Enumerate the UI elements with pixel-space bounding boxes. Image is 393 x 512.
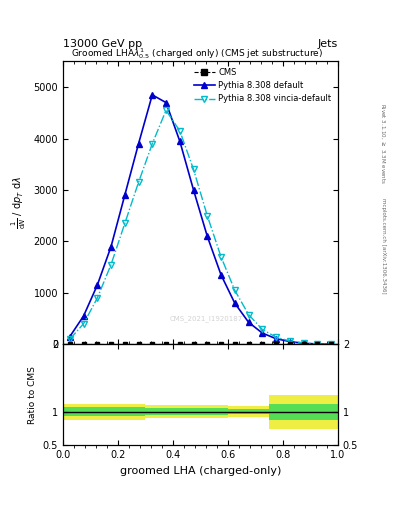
- Pythia 8.308 default: [150, 92, 155, 98]
- Pythia 8.308 vincia-default: [205, 212, 210, 219]
- Pythia 8.308 vincia-default: [136, 179, 141, 185]
- Pythia 8.308 default: [136, 141, 141, 147]
- Text: 13000 GeV pp: 13000 GeV pp: [63, 38, 142, 49]
- Pythia 8.308 vincia-default: [301, 340, 306, 346]
- CMS: [301, 342, 306, 348]
- Text: mcplots.cern.ch [arXiv:1306.3436]: mcplots.cern.ch [arXiv:1306.3436]: [381, 198, 386, 293]
- CMS: [219, 342, 223, 348]
- Pythia 8.308 vincia-default: [150, 141, 155, 147]
- Line: CMS: CMS: [68, 343, 333, 347]
- Legend: CMS, Pythia 8.308 default, Pythia 8.308 vincia-default: CMS, Pythia 8.308 default, Pythia 8.308 …: [191, 66, 334, 106]
- CMS: [95, 342, 100, 348]
- Pythia 8.308 vincia-default: [288, 338, 292, 344]
- Pythia 8.308 vincia-default: [81, 321, 86, 327]
- CMS: [136, 342, 141, 348]
- Pythia 8.308 default: [315, 341, 320, 347]
- CMS: [246, 342, 251, 348]
- Pythia 8.308 default: [205, 233, 210, 240]
- Line: Pythia 8.308 vincia-default: Pythia 8.308 vincia-default: [67, 108, 334, 347]
- CMS: [315, 342, 320, 348]
- Pythia 8.308 default: [288, 338, 292, 345]
- Pythia 8.308 vincia-default: [274, 334, 279, 340]
- Text: Rivet 3.1.10, $\geq$ 3.3M events: Rivet 3.1.10, $\geq$ 3.3M events: [379, 103, 387, 184]
- Pythia 8.308 default: [178, 138, 182, 144]
- CMS: [164, 342, 169, 348]
- Pythia 8.308 vincia-default: [315, 341, 320, 347]
- Y-axis label: $\frac{1}{\mathrm{d}N}$ / $\mathrm{d}p_T$ $\mathrm{d}\lambda$: $\frac{1}{\mathrm{d}N}$ / $\mathrm{d}p_T…: [9, 177, 28, 229]
- Pythia 8.308 vincia-default: [233, 287, 237, 293]
- X-axis label: groomed LHA (charged-only): groomed LHA (charged-only): [120, 466, 281, 476]
- CMS: [260, 342, 265, 348]
- Pythia 8.308 default: [301, 340, 306, 346]
- Pythia 8.308 default: [123, 192, 127, 198]
- CMS: [205, 342, 210, 348]
- Pythia 8.308 default: [164, 99, 169, 105]
- CMS: [68, 342, 72, 348]
- CMS: [123, 342, 127, 348]
- Pythia 8.308 default: [95, 282, 100, 288]
- Pythia 8.308 vincia-default: [108, 262, 114, 268]
- Pythia 8.308 default: [81, 313, 86, 319]
- Pythia 8.308 vincia-default: [246, 311, 251, 317]
- CMS: [108, 342, 114, 348]
- Text: CMS_2021_I1920187: CMS_2021_I1920187: [169, 315, 242, 322]
- Pythia 8.308 default: [260, 330, 265, 336]
- Pythia 8.308 vincia-default: [191, 166, 196, 173]
- CMS: [81, 342, 86, 348]
- Pythia 8.308 vincia-default: [329, 341, 334, 347]
- Pythia 8.308 default: [246, 319, 251, 325]
- Pythia 8.308 default: [274, 336, 279, 342]
- Pythia 8.308 default: [191, 187, 196, 193]
- Pythia 8.308 vincia-default: [95, 295, 100, 301]
- Pythia 8.308 vincia-default: [178, 128, 182, 134]
- Pythia 8.308 default: [219, 272, 223, 278]
- Pythia 8.308 vincia-default: [164, 107, 169, 113]
- Pythia 8.308 vincia-default: [68, 336, 72, 343]
- CMS: [178, 342, 182, 348]
- Pythia 8.308 default: [329, 341, 334, 347]
- Y-axis label: Ratio to CMS: Ratio to CMS: [28, 366, 37, 424]
- Pythia 8.308 vincia-default: [260, 326, 265, 332]
- Pythia 8.308 default: [233, 300, 237, 306]
- CMS: [191, 342, 196, 348]
- Pythia 8.308 default: [108, 244, 114, 250]
- Pythia 8.308 vincia-default: [219, 254, 223, 260]
- CMS: [274, 342, 279, 348]
- Pythia 8.308 default: [68, 334, 72, 340]
- Text: Jets: Jets: [318, 38, 338, 49]
- CMS: [233, 342, 237, 348]
- CMS: [329, 342, 334, 348]
- Line: Pythia 8.308 default: Pythia 8.308 default: [67, 92, 334, 347]
- CMS: [288, 342, 292, 348]
- CMS: [150, 342, 155, 348]
- Text: Groomed LHA$\lambda^1_{0.5}$ (charged only) (CMS jet substructure): Groomed LHA$\lambda^1_{0.5}$ (charged on…: [71, 47, 323, 61]
- Pythia 8.308 vincia-default: [123, 221, 127, 227]
